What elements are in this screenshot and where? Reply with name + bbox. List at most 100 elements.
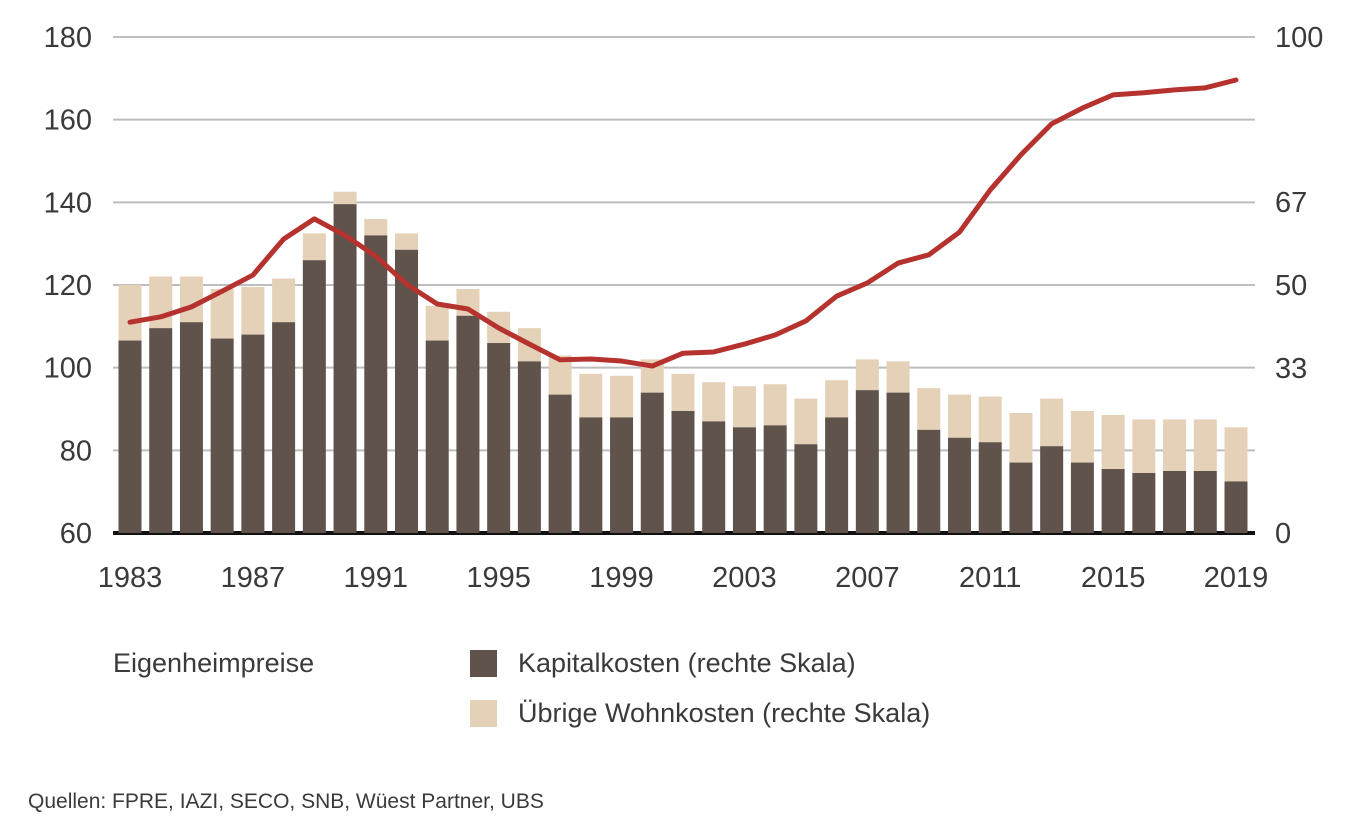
bar-kapitalkosten bbox=[118, 340, 142, 533]
bar-kapitalkosten bbox=[1101, 469, 1125, 533]
bar-kapitalkosten bbox=[548, 394, 572, 533]
bar-uebrige-wohnkosten bbox=[794, 398, 818, 445]
bar-kapitalkosten bbox=[886, 392, 910, 533]
bar-kapitalkosten bbox=[1009, 462, 1033, 533]
bar-kapitalkosten bbox=[241, 334, 265, 533]
bar-uebrige-wohnkosten bbox=[1132, 419, 1156, 473]
bar-uebrige-wohnkosten bbox=[1009, 412, 1033, 463]
x-tick-label: 1999 bbox=[589, 562, 654, 594]
right-tick-label: 50 bbox=[1275, 270, 1307, 302]
bar-uebrige-wohnkosten bbox=[1193, 419, 1217, 471]
bar-kapitalkosten bbox=[763, 425, 787, 533]
bar-uebrige-wohnkosten bbox=[948, 394, 971, 438]
right-tick-label: 67 bbox=[1275, 187, 1307, 219]
bar-kapitalkosten bbox=[579, 417, 603, 533]
bar-uebrige-wohnkosten bbox=[241, 286, 265, 335]
bar-kapitalkosten bbox=[825, 417, 849, 533]
bar-kapitalkosten bbox=[671, 410, 695, 533]
bar-kapitalkosten bbox=[149, 328, 173, 533]
bar-kapitalkosten bbox=[610, 417, 634, 533]
bar-uebrige-wohnkosten bbox=[702, 382, 726, 422]
bar-kapitalkosten bbox=[948, 437, 971, 533]
bar-uebrige-wohnkosten bbox=[118, 285, 142, 341]
left-tick-label: 140 bbox=[44, 187, 92, 219]
left-tick-label: 160 bbox=[44, 105, 92, 137]
left-tick-label: 60 bbox=[60, 518, 92, 550]
right-tick-label: 33 bbox=[1275, 353, 1307, 385]
bar-uebrige-wohnkosten bbox=[1163, 419, 1187, 471]
x-tick-label: 1983 bbox=[98, 562, 163, 594]
bar-kapitalkosten bbox=[794, 444, 818, 533]
bar-kapitalkosten bbox=[1163, 471, 1187, 533]
bar-uebrige-wohnkosten bbox=[395, 233, 418, 250]
x-tick-label: 2003 bbox=[712, 562, 777, 594]
bar-kapitalkosten bbox=[917, 429, 941, 533]
bar-kapitalkosten bbox=[978, 442, 1002, 533]
bar-kapitalkosten bbox=[732, 427, 756, 533]
source-note: Quellen: FPRE, IAZI, SECO, SNB, Wüest Pa… bbox=[28, 790, 544, 813]
bar-kapitalkosten bbox=[487, 343, 511, 533]
x-tick-label: 2011 bbox=[959, 562, 1021, 594]
bar-uebrige-wohnkosten bbox=[364, 219, 388, 236]
bar-kapitalkosten bbox=[517, 361, 541, 533]
bar-uebrige-wohnkosten bbox=[671, 373, 695, 411]
bar-kapitalkosten bbox=[855, 390, 879, 533]
left-tick-label: 80 bbox=[60, 435, 92, 467]
bar-kapitalkosten bbox=[179, 322, 203, 533]
bar-kapitalkosten bbox=[1224, 481, 1248, 533]
bar-uebrige-wohnkosten bbox=[579, 373, 603, 418]
bar-uebrige-wohnkosten bbox=[610, 375, 634, 418]
legend-label-eigenheimpreise: Eigenheimpreise bbox=[113, 648, 315, 678]
left-tick-label: 100 bbox=[44, 353, 92, 385]
x-tick-label: 1991 bbox=[344, 562, 409, 594]
left-tick-label: 180 bbox=[44, 22, 92, 54]
bar-kapitalkosten bbox=[1193, 471, 1217, 533]
bar-uebrige-wohnkosten bbox=[640, 359, 664, 393]
bar-uebrige-wohnkosten bbox=[210, 288, 234, 339]
bar-uebrige-wohnkosten bbox=[1070, 410, 1094, 463]
bar-kapitalkosten bbox=[425, 340, 449, 533]
bar-kapitalkosten bbox=[1070, 462, 1094, 533]
bar-kapitalkosten bbox=[702, 421, 726, 533]
bar-uebrige-wohnkosten bbox=[855, 359, 879, 391]
bar-kapitalkosten bbox=[395, 249, 418, 533]
x-tick-label: 2007 bbox=[835, 562, 900, 594]
bar-uebrige-wohnkosten bbox=[179, 276, 203, 323]
bar-uebrige-wohnkosten bbox=[333, 191, 357, 205]
x-tick-label: 1995 bbox=[466, 562, 531, 594]
bar-uebrige-wohnkosten bbox=[886, 361, 910, 393]
x-tick-label: 2015 bbox=[1081, 562, 1146, 594]
legend-swatch-kapitalkosten bbox=[470, 650, 497, 677]
bar-kapitalkosten bbox=[364, 235, 388, 533]
bar-uebrige-wohnkosten bbox=[763, 384, 787, 426]
legend-label-uebrige-wohnkosten: Übrige Wohnkosten (rechte Skala) bbox=[518, 698, 931, 728]
legend-label-kapitalkosten: Kapitalkosten (rechte Skala) bbox=[518, 648, 856, 678]
bar-kapitalkosten bbox=[333, 204, 357, 534]
bar-uebrige-wohnkosten bbox=[1101, 414, 1125, 470]
bar-uebrige-wohnkosten bbox=[978, 396, 1002, 443]
bar-kapitalkosten bbox=[640, 392, 664, 533]
bar-kapitalkosten bbox=[302, 260, 326, 533]
bar-uebrige-wohnkosten bbox=[548, 355, 572, 395]
right-tick-label: 0 bbox=[1275, 518, 1291, 550]
bar-kapitalkosten bbox=[1132, 472, 1156, 533]
bar-uebrige-wohnkosten bbox=[732, 386, 756, 428]
bar-kapitalkosten bbox=[272, 322, 296, 533]
x-tick-label: 1987 bbox=[221, 562, 286, 594]
bar-uebrige-wohnkosten bbox=[272, 278, 296, 323]
bar-uebrige-wohnkosten bbox=[425, 305, 449, 341]
line-eigenheimpreise bbox=[127, 77, 1239, 369]
bar-uebrige-wohnkosten bbox=[1040, 398, 1064, 447]
bar-uebrige-wohnkosten bbox=[917, 388, 941, 430]
bar-uebrige-wohnkosten bbox=[302, 233, 326, 261]
bar-kapitalkosten bbox=[1040, 446, 1064, 533]
bar-kapitalkosten bbox=[210, 338, 234, 533]
bar-kapitalkosten bbox=[456, 315, 480, 533]
right-tick-label: 100 bbox=[1275, 22, 1323, 54]
bar-uebrige-wohnkosten bbox=[825, 380, 849, 418]
legend-swatch-uebrige-wohnkosten bbox=[470, 700, 497, 727]
bar-uebrige-wohnkosten bbox=[1224, 427, 1248, 482]
left-tick-label: 120 bbox=[44, 270, 92, 302]
x-tick-label: 2019 bbox=[1204, 562, 1269, 594]
